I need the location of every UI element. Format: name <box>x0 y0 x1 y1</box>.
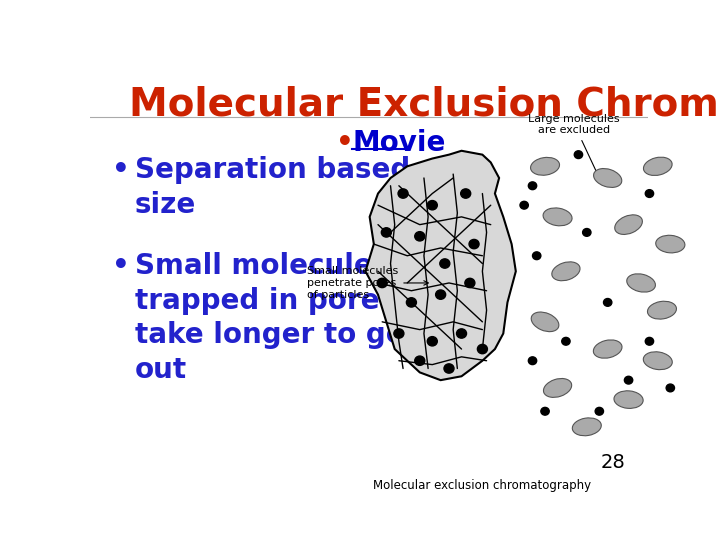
Text: Molecular Exclusion Chromatography: Molecular Exclusion Chromatography <box>129 85 720 124</box>
Circle shape <box>582 228 591 237</box>
Circle shape <box>415 232 425 241</box>
Text: Large molecules
are excluded: Large molecules are excluded <box>528 113 620 176</box>
Circle shape <box>440 259 450 268</box>
Ellipse shape <box>644 157 672 176</box>
Ellipse shape <box>656 235 685 253</box>
Circle shape <box>382 228 392 237</box>
Circle shape <box>528 357 536 364</box>
Ellipse shape <box>543 208 572 226</box>
Text: 28: 28 <box>601 453 626 472</box>
Ellipse shape <box>572 418 601 436</box>
Circle shape <box>465 278 475 288</box>
Ellipse shape <box>643 352 672 370</box>
Ellipse shape <box>593 340 622 358</box>
Text: •: • <box>112 252 130 280</box>
Circle shape <box>645 190 654 198</box>
Circle shape <box>444 364 454 373</box>
Circle shape <box>415 356 425 366</box>
Circle shape <box>575 151 582 159</box>
Circle shape <box>541 407 549 415</box>
Circle shape <box>520 201 528 209</box>
Ellipse shape <box>615 215 642 234</box>
Circle shape <box>394 329 404 338</box>
Text: Molecular exclusion chromatography: Molecular exclusion chromatography <box>374 478 591 491</box>
Circle shape <box>427 336 437 346</box>
Circle shape <box>477 345 487 354</box>
Circle shape <box>469 239 479 249</box>
Circle shape <box>603 299 612 306</box>
Circle shape <box>406 298 416 307</box>
Circle shape <box>528 182 536 190</box>
Ellipse shape <box>544 379 572 397</box>
Ellipse shape <box>552 262 580 281</box>
Circle shape <box>456 329 467 338</box>
Ellipse shape <box>531 157 559 176</box>
Circle shape <box>595 407 603 415</box>
Circle shape <box>461 189 471 198</box>
Circle shape <box>436 290 446 299</box>
Polygon shape <box>366 151 516 380</box>
Text: •: • <box>336 129 354 157</box>
Circle shape <box>533 252 541 260</box>
Circle shape <box>562 338 570 345</box>
Circle shape <box>398 189 408 198</box>
Ellipse shape <box>531 312 559 332</box>
Circle shape <box>624 376 633 384</box>
Circle shape <box>427 200 437 210</box>
Text: Small molecules
penetrate pores
of particles: Small molecules penetrate pores of parti… <box>307 266 428 300</box>
Ellipse shape <box>647 301 677 319</box>
Text: Small molecules get
trapped in pores &
take longer to get
out: Small molecules get trapped in pores & t… <box>135 252 451 384</box>
Ellipse shape <box>593 168 622 187</box>
Ellipse shape <box>627 274 655 292</box>
Circle shape <box>377 278 387 288</box>
Circle shape <box>666 384 675 392</box>
Text: •: • <box>112 156 130 184</box>
Text: Movie: Movie <box>352 129 446 157</box>
Text: Separation based on
size: Separation based on size <box>135 156 459 219</box>
Circle shape <box>645 338 654 345</box>
Ellipse shape <box>614 391 643 408</box>
